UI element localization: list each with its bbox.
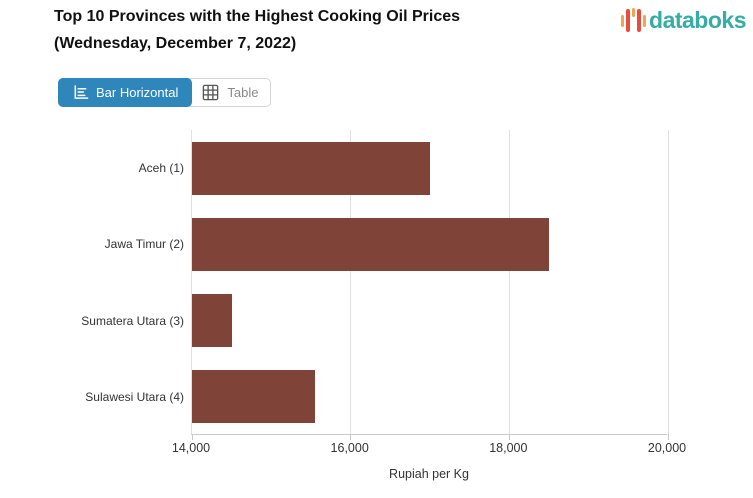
plot-area [191,130,669,440]
bar-aceh1[interactable] [192,141,430,195]
bar-chart: Aceh (1) Jawa Timur (2) Sumatera Utara (3)… [0,118,753,498]
x-axis-title: Rupiah per Kg [389,467,469,481]
bar-horizontal-icon [74,85,89,99]
gridline-16000 [350,130,352,434]
bar-horizontal-label: Bar Horizontal [96,85,179,100]
page-title: Top 10 Provinces with the Highest Cookin… [54,3,460,57]
category-label: Sumatera Utara (3) [81,313,184,328]
page-title-line2: (Wednesday, December 7, 2022) [54,35,297,52]
x-tick [667,434,669,440]
databoks-logo-text: databoks [649,7,746,33]
databoks-bars-icon [620,7,647,34]
x-tick-label: 16,000 [330,441,369,455]
view-toggle: Bar Horizontal Table [58,78,272,107]
x-tick-label: 18,000 [489,441,528,455]
x-tick [508,434,510,440]
table-button[interactable]: Table [191,79,270,106]
table-icon [203,84,219,101]
bar-jawatimur2[interactable] [192,217,549,271]
bar-sulawesiutara4[interactable] [192,370,315,424]
x-tick-label: 14,000 [171,441,211,455]
category-label: Aceh (1) [138,161,184,176]
table-label: Table [227,85,259,100]
gridline-20000 [667,130,669,434]
category-label: Jawa Timur (2) [104,237,184,252]
databoks-logo[interactable]: databoks [620,7,746,34]
category-label: Sulawesi Utara (4) [85,389,184,404]
bar-horizontal-button[interactable]: Bar Horizontal [58,78,193,107]
gridline-18000 [508,130,510,434]
x-tick [350,434,352,440]
page-title-line1: Top 10 Provinces with the Highest Cookin… [54,8,461,25]
x-tick-label: 20,000 [647,441,687,455]
bar-sumaterautara3[interactable] [192,294,232,348]
x-tick [191,434,193,440]
